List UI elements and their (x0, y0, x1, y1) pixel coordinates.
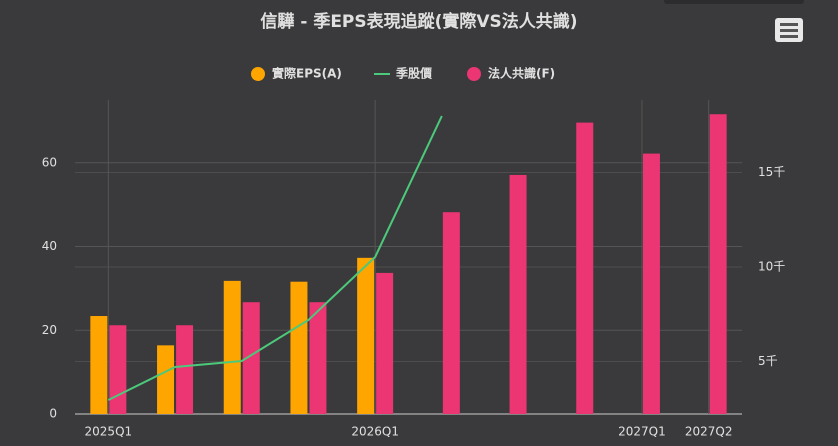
legend-swatch (251, 67, 265, 81)
x-tick-label: 2025Q1 (85, 425, 133, 439)
bar (242, 302, 260, 414)
x-tick-label: 2026Q1 (351, 425, 399, 439)
legend-label[interactable]: 季股價 (395, 66, 433, 81)
chart-title: 信驊 - 季EPS表現追蹤(實際VS法人共識) (260, 11, 577, 32)
legend-label[interactable]: 法人共識(F) (488, 66, 555, 81)
legend-label[interactable]: 實際EPS(A) (272, 66, 342, 81)
bar (376, 272, 394, 414)
y-tick-label: 40 (42, 239, 57, 253)
bar (357, 257, 375, 414)
line (107, 115, 443, 401)
toolbar[interactable] (664, 0, 804, 4)
bar (576, 122, 594, 414)
y2-tick-label: 10千 (758, 259, 785, 273)
bar (157, 345, 175, 414)
bar (109, 325, 127, 414)
bar (90, 316, 108, 414)
bar (223, 280, 241, 414)
bar (509, 174, 527, 414)
y2-tick-label: 15千 (758, 165, 785, 179)
x-tick-label: 2027Q2 (685, 425, 733, 439)
y-tick-label: 0 (49, 407, 57, 421)
menu-button[interactable] (775, 18, 803, 42)
bar (442, 212, 460, 414)
x-tick-label: 2027Q1 (618, 425, 666, 439)
y-tick-label: 20 (42, 323, 57, 337)
legend-swatch (467, 67, 481, 81)
bar (176, 325, 194, 414)
y-tick-label: 60 (42, 155, 57, 169)
bar (309, 302, 327, 414)
bar (290, 281, 308, 414)
y2-tick-label: 5千 (758, 354, 778, 368)
bar (709, 114, 727, 414)
bar (642, 153, 660, 414)
